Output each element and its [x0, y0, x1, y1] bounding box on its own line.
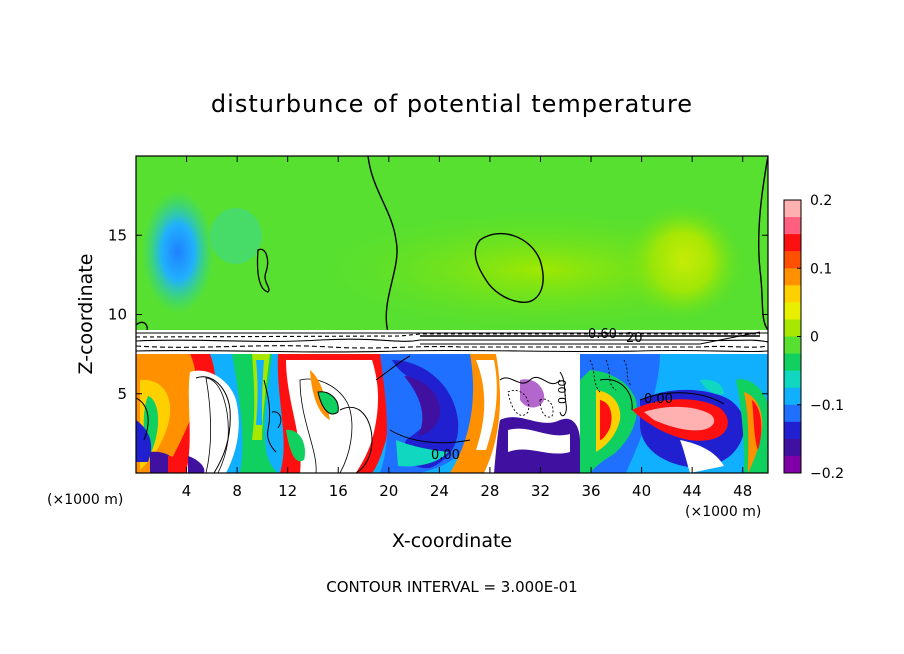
zero-contour-line: [367, 156, 398, 333]
colorbar-tick-label: −0.1: [810, 398, 844, 414]
colorbar-swatch: [784, 370, 801, 389]
x-tick-label: 4: [182, 482, 192, 500]
small-contour: [256, 248, 270, 293]
colorbar-swatch: [784, 234, 801, 252]
colorbar-tick-label: 0.1: [810, 261, 832, 277]
plot-area: [136, 156, 768, 473]
colorbar-tick-label: −0.2: [810, 466, 844, 482]
y-axis-ticks: 5 10 15: [108, 226, 768, 403]
cool-anomaly-region-2: [210, 208, 262, 264]
contour-label: 0.60: [588, 327, 617, 342]
warm-anomaly-region-2: [320, 210, 760, 330]
colorbar-swatch: [784, 455, 801, 474]
contour-labels: 0.60 20 0.00 0.00 0.00: [431, 327, 673, 463]
contour-interval-note: CONTOUR INTERVAL = 3.000E-01: [326, 578, 577, 596]
x-tick-label: 40: [632, 482, 651, 500]
colorbar-swatch: [784, 404, 801, 423]
chart-title: disturbunce of potential temperature: [211, 90, 693, 118]
x-tick-label: 32: [531, 482, 550, 500]
y-axis-label: Z-coordinate: [75, 254, 97, 375]
y-tick-label: 10: [108, 306, 127, 324]
x-tick-label: 24: [430, 482, 449, 500]
colorbar-tick-label: 0: [810, 330, 819, 346]
contour-label: 0.00: [431, 448, 460, 463]
y-tick-label: 15: [108, 226, 127, 244]
inversion-contours: [136, 331, 768, 353]
colorbar-swatch: [784, 302, 801, 320]
x-axis-label: X-coordinate: [392, 530, 512, 552]
dotted-contours: [507, 359, 633, 418]
x-tick-label: 8: [232, 482, 242, 500]
colorbar-swatch: [784, 251, 801, 269]
colorbar-swatch: [784, 353, 801, 372]
colorbar-swatch: [784, 421, 801, 440]
colorbar-tick-label: 0.2: [810, 193, 832, 209]
colorbar: [783, 199, 802, 474]
y-tick-label: 5: [117, 385, 127, 403]
contour-label: 20: [626, 331, 643, 346]
x-tick-label: 48: [733, 482, 752, 500]
x-unit-left: (×1000 m): [47, 492, 123, 508]
x-unit-right: (×1000 m): [685, 504, 761, 520]
colorbar-swatch: [784, 268, 801, 286]
colorbar-swatch: [784, 319, 801, 337]
colorbar-swatch: [784, 336, 801, 355]
colorbar-swatch: [784, 200, 801, 218]
x-tick-label: 28: [480, 482, 499, 500]
x-axis-ticks: 4 8 12 16 20 24 28 32 36 40 44 48: [182, 156, 752, 500]
lower-eddies: [136, 354, 768, 473]
contour-label: 0.00: [644, 392, 673, 407]
colorbar-swatch: [784, 438, 801, 457]
zero-contour-line-2: [758, 156, 768, 331]
x-tick-label: 12: [278, 482, 297, 500]
lower-contours: [136, 355, 725, 473]
x-tick-label: 44: [683, 482, 702, 500]
x-tick-label: 36: [581, 482, 600, 500]
colorbar-ticks: 0.2 0.1 0 −0.1 −0.2: [797, 193, 844, 482]
x-tick-label: 16: [329, 482, 348, 500]
contour-label: 0.00: [556, 380, 569, 405]
colorbar-swatch: [784, 387, 801, 406]
cool-anomaly-region: [142, 190, 214, 314]
colorbar-swatch: [784, 217, 801, 235]
closed-contour: [474, 232, 544, 303]
colorbar-swatch: [784, 285, 801, 303]
x-tick-label: 20: [379, 482, 398, 500]
